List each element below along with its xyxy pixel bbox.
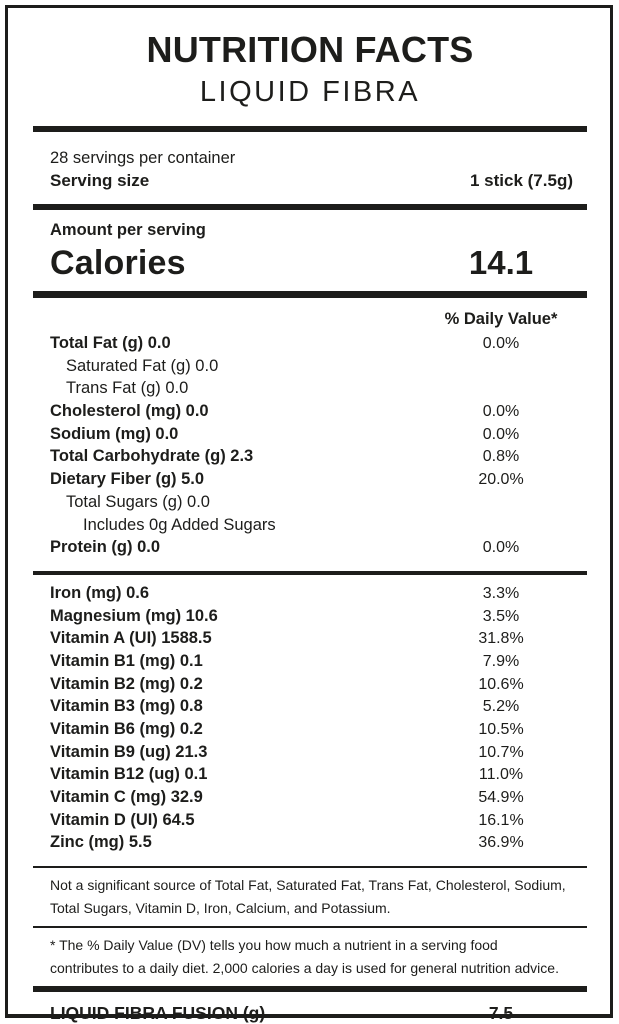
nutrient-row: Dietary Fiber (g) 5.0 20.0% <box>50 470 587 493</box>
micronutrient-daily-value: 10.7% <box>478 743 524 761</box>
nutrient-row: Sodium (mg) 0.0 0.0% <box>50 425 587 448</box>
micronutrient-label: Vitamin B6 (mg) 0.2 <box>50 720 203 738</box>
micronutrient-label: Vitamin B2 (mg) 0.2 <box>50 674 203 693</box>
separator-bar-calories <box>33 291 587 298</box>
micronutrient-daily-value: 3.5% <box>482 607 520 625</box>
nutrient-label: Trans Fat (g) 0.0 <box>66 379 189 398</box>
footnote-not-significant: Not a significant source of Total Fat, S… <box>50 877 566 917</box>
footer-label: LIQUID FIBRA FUSION (g) <box>50 1003 266 1024</box>
daily-value-header: % Daily Value* <box>444 310 558 328</box>
micronutrient-daily-value: 36.9% <box>478 834 524 852</box>
micronutrient-row: Vitamin B12 (ug) 0.1 11.0% <box>50 765 587 788</box>
nutrient-row: Protein (g) 0.0 0.0% <box>50 538 587 561</box>
nutrient-label: Total Sugars (g) 0.0 <box>66 492 210 511</box>
nutrient-label: Saturated Fat (g) 0.0 <box>66 356 219 375</box>
micronutrient-row: Vitamin B3 (mg) 0.8 5.2% <box>50 697 587 720</box>
micronutrient-daily-value: 10.5% <box>478 721 524 738</box>
separator-bar-footer <box>33 986 587 993</box>
micronutrient-rows: Iron (mg) 0.6 3.3% Magnesium (mg) 10.6 3… <box>33 575 587 866</box>
nutrition-facts-label: NUTRITION FACTS LIQUID FIBRA 28 servings… <box>5 5 613 1023</box>
label-title: NUTRITION FACTS <box>146 29 474 70</box>
micronutrient-row: Vitamin B6 (mg) 0.2 10.5% <box>50 720 587 743</box>
servings-per-container: 28 servings per container <box>50 149 236 167</box>
micronutrient-daily-value: 10.6% <box>478 675 524 693</box>
nutrient-daily-value: 0.8% <box>482 448 520 466</box>
separator-bar-micros <box>33 866 587 869</box>
label-header: NUTRITION FACTS LIQUID FIBRA <box>33 8 587 126</box>
label-subtitle: LIQUID FIBRA <box>199 76 421 108</box>
calories-row: Calories 14.1 <box>50 241 587 285</box>
micronutrient-label: Vitamin A (UI) 1588.5 <box>50 629 212 648</box>
nutrient-label: Total Fat (g) 0.0 <box>50 334 171 352</box>
micronutrient-label: Vitamin B3 (mg) 0.8 <box>50 697 203 716</box>
micronutrient-label: Magnesium (mg) 10.6 <box>50 606 218 625</box>
nutrient-daily-value: 0.0% <box>482 403 520 421</box>
nutrient-row: Cholesterol (mg) 0.0 0.0% <box>50 402 587 425</box>
micronutrient-daily-value: 5.2% <box>482 698 520 716</box>
calories-value: 14.1 <box>468 244 534 281</box>
nutrient-label: Dietary Fiber (g) 5.0 <box>50 470 205 489</box>
micronutrient-label: Iron (mg) 0.6 <box>50 583 150 602</box>
serving-size-row: Serving size 1 stick (7.5g) <box>50 169 587 193</box>
nutrient-daily-value: 20.0% <box>478 471 524 489</box>
nutrient-label: Protein (g) 0.0 <box>50 538 161 557</box>
micronutrient-daily-value: 54.9% <box>478 789 524 807</box>
micronutrient-label: Vitamin B9 (ug) 21.3 <box>50 742 208 761</box>
separator-bar-macros <box>33 570 587 575</box>
separator-bar-footnote <box>33 926 587 929</box>
nutrient-label: Includes 0g Added Sugars <box>83 515 276 534</box>
serving-size-label: Serving size <box>50 171 150 190</box>
micronutrient-label: Vitamin D (UI) 64.5 <box>50 810 195 829</box>
micronutrient-row: Vitamin B2 (mg) 0.2 10.6% <box>50 675 587 698</box>
micronutrient-label: Vitamin B12 (ug) 0.1 <box>50 765 208 784</box>
micronutrient-daily-value: 11.0% <box>478 766 524 784</box>
nutrient-rows: Total Fat (g) 0.0 0.0% Saturated Fat (g)… <box>33 333 587 571</box>
micronutrient-row: Vitamin B9 (ug) 21.3 10.7% <box>50 743 587 766</box>
nutrient-label: Sodium (mg) 0.0 <box>50 424 179 443</box>
footer-row: LIQUID FIBRA FUSION (g) 7.5 <box>33 992 587 1024</box>
calories-section: Amount per serving Calories 14.1 <box>33 210 587 291</box>
nutrient-label: Total Carbohydrate (g) 2.3 <box>50 447 254 466</box>
nutrient-row: Trans Fat (g) 0.0 <box>50 379 587 402</box>
nutrient-row: Includes 0g Added Sugars <box>50 516 587 539</box>
nutrient-row: Total Carbohydrate (g) 2.3 0.8% <box>50 447 587 470</box>
micronutrient-row: Iron (mg) 0.6 3.3% <box>50 584 587 607</box>
micronutrient-row: Vitamin D (UI) 64.5 16.1% <box>50 811 587 834</box>
serving-size-value: 1 stick (7.5g) <box>470 171 573 190</box>
separator-bar-serving <box>33 204 587 210</box>
micronutrient-row: Vitamin C (mg) 32.9 54.9% <box>50 788 587 811</box>
micronutrient-daily-value: 16.1% <box>478 811 524 829</box>
label-content: NUTRITION FACTS LIQUID FIBRA 28 servings… <box>8 8 610 1024</box>
micronutrient-daily-value: 3.3% <box>482 584 520 602</box>
calories-label: Calories <box>50 243 186 282</box>
nutrient-label: Cholesterol (mg) 0.0 <box>50 402 209 421</box>
micronutrient-row: Vitamin B1 (mg) 0.1 7.9% <box>50 652 587 675</box>
nutrient-row: Total Fat (g) 0.0 0.0% <box>50 334 587 357</box>
micronutrient-daily-value: 31.8% <box>478 630 524 648</box>
footer-value: 7.5 <box>488 1003 514 1024</box>
separator-bar-header <box>33 126 587 132</box>
footnote-daily-value: * The % Daily Value (DV) tells you how m… <box>50 937 559 977</box>
daily-value-header-row: % Daily Value* <box>33 298 587 333</box>
micronutrient-row: Zinc (mg) 5.5 36.9% <box>50 833 587 856</box>
serving-section: 28 servings per container Serving size 1… <box>33 132 587 204</box>
micronutrient-label: Vitamin C (mg) 32.9 <box>50 788 203 807</box>
micronutrient-label: Vitamin B1 (mg) 0.1 <box>50 651 203 670</box>
nutrient-row: Total Sugars (g) 0.0 <box>50 493 587 516</box>
micronutrient-row: Magnesium (mg) 10.6 3.5% <box>50 607 587 630</box>
micronutrient-row: Vitamin A (UI) 1588.5 31.8% <box>50 629 587 652</box>
micronutrient-daily-value: 7.9% <box>482 652 520 670</box>
micronutrient-label: Zinc (mg) 5.5 <box>50 833 152 852</box>
nutrient-daily-value: 0.0% <box>482 539 520 557</box>
nutrient-row: Saturated Fat (g) 0.0 <box>50 357 587 380</box>
nutrient-daily-value: 0.0% <box>482 425 520 443</box>
nutrient-daily-value: 0.0% <box>482 335 520 352</box>
amount-per-serving-label: Amount per serving <box>50 221 206 239</box>
